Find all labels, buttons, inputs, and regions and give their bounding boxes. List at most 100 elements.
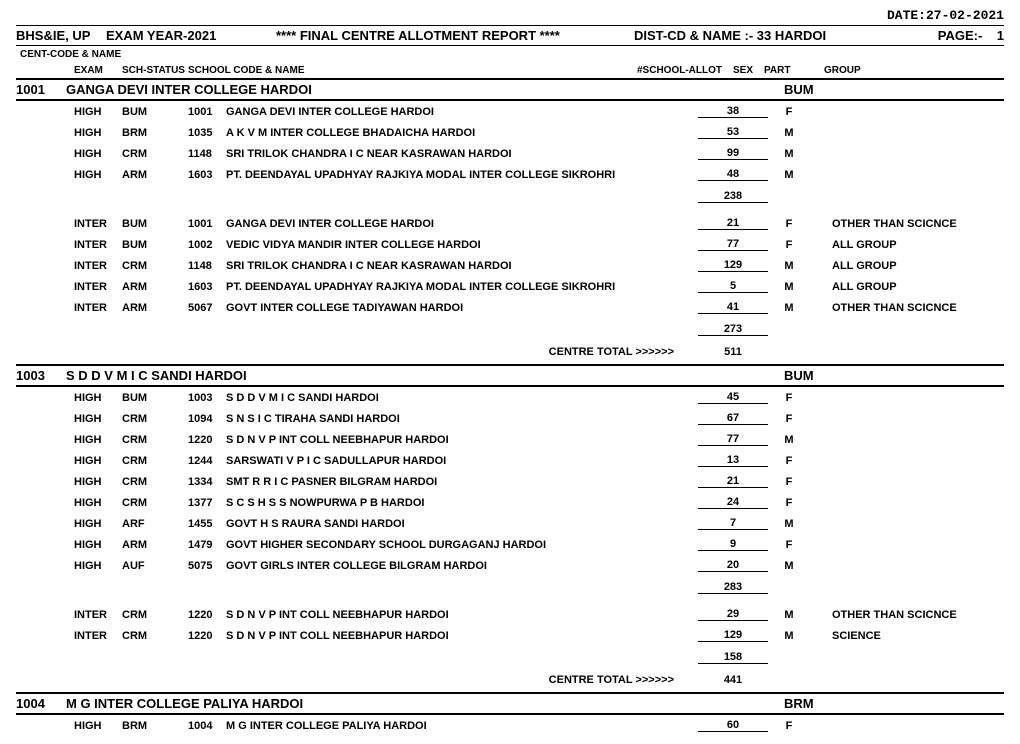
cell-allot: 29 [698,608,768,621]
cell-sex: F [774,218,804,230]
dist-label: DIST-CD & NAME :- 33 HARDOI [634,28,914,43]
table-row: HIGHCRM1244SARSWATI V P I C SADULLAPUR H… [16,450,1004,471]
centre-group: BRM [764,696,1004,711]
cell-sex: M [774,169,804,181]
date-label: DATE:27-02-2021 [16,8,1004,23]
cell-school-name: A K V M INTER COLLEGE BHADAICHA HARDOI [226,127,692,139]
centre-code: 1004 [16,696,66,711]
cell-exam: INTER [74,281,122,293]
centres-container: 1001GANGA DEVI INTER COLLEGE HARDOIBUMHI… [16,78,1004,736]
subtotal-row: 238 [16,185,1004,207]
report-title: **** FINAL CENTRE ALLOTMENT REPORT **** [256,28,634,43]
cell-school-name: S N S I C TIRAHA SANDI HARDOI [226,413,692,425]
cell-school-name: S D D V M I C SANDI HARDOI [226,392,692,404]
cell-sex: F [774,539,804,551]
cell-sex: M [774,281,804,293]
centre-header: 1001GANGA DEVI INTER COLLEGE HARDOIBUM [16,80,1004,99]
table-row: HIGHBRM1035A K V M INTER COLLEGE BHADAIC… [16,122,1004,143]
cell-school-name: SMT R R I C PASNER BILGRAM HARDOI [226,476,692,488]
centre-total-row: CENTRE TOTAL >>>>>>511 [16,340,1004,364]
cell-sex: F [774,455,804,467]
table-row: HIGHBUM1003S D D V M I C SANDI HARDOI45F [16,387,1004,408]
cell-group: SCIENCE [804,630,1004,642]
subtotal-value: 238 [698,190,768,203]
cell-allot: 129 [698,629,768,642]
dist-value: 33 HARDOI [757,28,826,43]
cell-status: ARM [122,539,188,551]
cell-school-name: VEDIC VIDYA MANDIR INTER COLLEGE HARDOI [226,239,692,251]
cell-exam: HIGH [74,518,122,530]
cell-exam: HIGH [74,392,122,404]
cell-allot: 48 [698,168,768,181]
cell-sex: M [774,260,804,272]
cell-status: ARM [122,302,188,314]
subtotal-value: 283 [698,581,768,594]
cell-school-code: 5075 [188,560,226,572]
cell-exam: HIGH [74,497,122,509]
cell-sex: F [774,476,804,488]
cell-status: CRM [122,609,188,621]
table-row: HIGHBUM1001GANGA DEVI INTER COLLEGE HARD… [16,101,1004,122]
centre-group: BUM [764,368,1004,383]
cell-school-name: GANGA DEVI INTER COLLEGE HARDOI [226,106,692,118]
cent-code-label: CENT-CODE & NAME [16,46,1004,63]
cell-sex: M [774,560,804,572]
cell-allot: 41 [698,301,768,314]
cell-exam: HIGH [74,476,122,488]
cell-exam: INTER [74,609,122,621]
cell-group: OTHER THAN SCICNCE [804,218,1004,230]
cell-allot: 77 [698,433,768,446]
table-row: INTERCRM1220S D N V P INT COLL NEEBHAPUR… [16,625,1004,646]
cell-exam: HIGH [74,127,122,139]
col-sex: SEX [722,65,764,76]
cell-school-code: 1001 [188,106,226,118]
cell-sex: M [774,434,804,446]
cell-sex: F [774,239,804,251]
cell-sex: M [774,302,804,314]
centre-total-row: CENTRE TOTAL >>>>>>441 [16,668,1004,692]
cell-allot: 9 [698,538,768,551]
table-row: HIGHARM1479GOVT HIGHER SECONDARY SCHOOL … [16,534,1004,555]
cell-school-code: 1603 [188,281,226,293]
table-row: INTERARM5067GOVT INTER COLLEGE TADIYAWAN… [16,297,1004,318]
cell-status: CRM [122,413,188,425]
centre-name: S D D V M I C SANDI HARDOI [66,368,764,383]
cell-school-name: GANGA DEVI INTER COLLEGE HARDOI [226,218,692,230]
cell-exam: INTER [74,239,122,251]
cell-allot: 24 [698,496,768,509]
table-row: INTERARM1603PT. DEENDAYAL UPADHYAY RAJKI… [16,276,1004,297]
cell-status: CRM [122,476,188,488]
table-row: HIGHCRM1148SRI TRILOK CHANDRA I C NEAR K… [16,143,1004,164]
cell-status: BUM [122,392,188,404]
cell-school-code: 1334 [188,476,226,488]
cell-status: BUM [122,106,188,118]
cell-school-code: 1094 [188,413,226,425]
cell-status: BUM [122,239,188,251]
exam-year: EXAM YEAR-2021 [106,28,256,43]
page-label: PAGE:- 1 [914,28,1004,43]
cell-exam: HIGH [74,560,122,572]
cell-status: CRM [122,455,188,467]
cell-sex: M [774,518,804,530]
cell-school-name: GOVT INTER COLLEGE TADIYAWAN HARDOI [226,302,692,314]
cell-status: ARM [122,281,188,293]
cell-allot: 7 [698,517,768,530]
table-row: INTERCRM1220S D N V P INT COLL NEEBHAPUR… [16,604,1004,625]
cell-group: ALL GROUP [804,239,1004,251]
cell-allot: 77 [698,238,768,251]
cell-school-name: S D N V P INT COLL NEEBHAPUR HARDOI [226,434,692,446]
cell-exam: HIGH [74,169,122,181]
cell-school-name: S D N V P INT COLL NEEBHAPUR HARDOI [226,609,692,621]
cell-school-code: 1001 [188,218,226,230]
cell-sex: M [774,127,804,139]
centre-total-value: 441 [698,674,768,686]
cell-status: BRM [122,720,188,732]
cell-school-code: 1003 [188,392,226,404]
cell-school-name: GOVT GIRLS INTER COLLEGE BILGRAM HARDOI [226,560,692,572]
subtotal-row: 158 [16,646,1004,668]
cell-school-name: PT. DEENDAYAL UPADHYAY RAJKIYA MODAL INT… [226,169,692,181]
table-row: HIGHCRM1220S D N V P INT COLL NEEBHAPUR … [16,429,1004,450]
cell-school-name: M G INTER COLLEGE PALIYA HARDOI [226,720,692,732]
cell-allot: 5 [698,280,768,293]
centre-total-label: CENTRE TOTAL >>>>>> [16,346,692,358]
